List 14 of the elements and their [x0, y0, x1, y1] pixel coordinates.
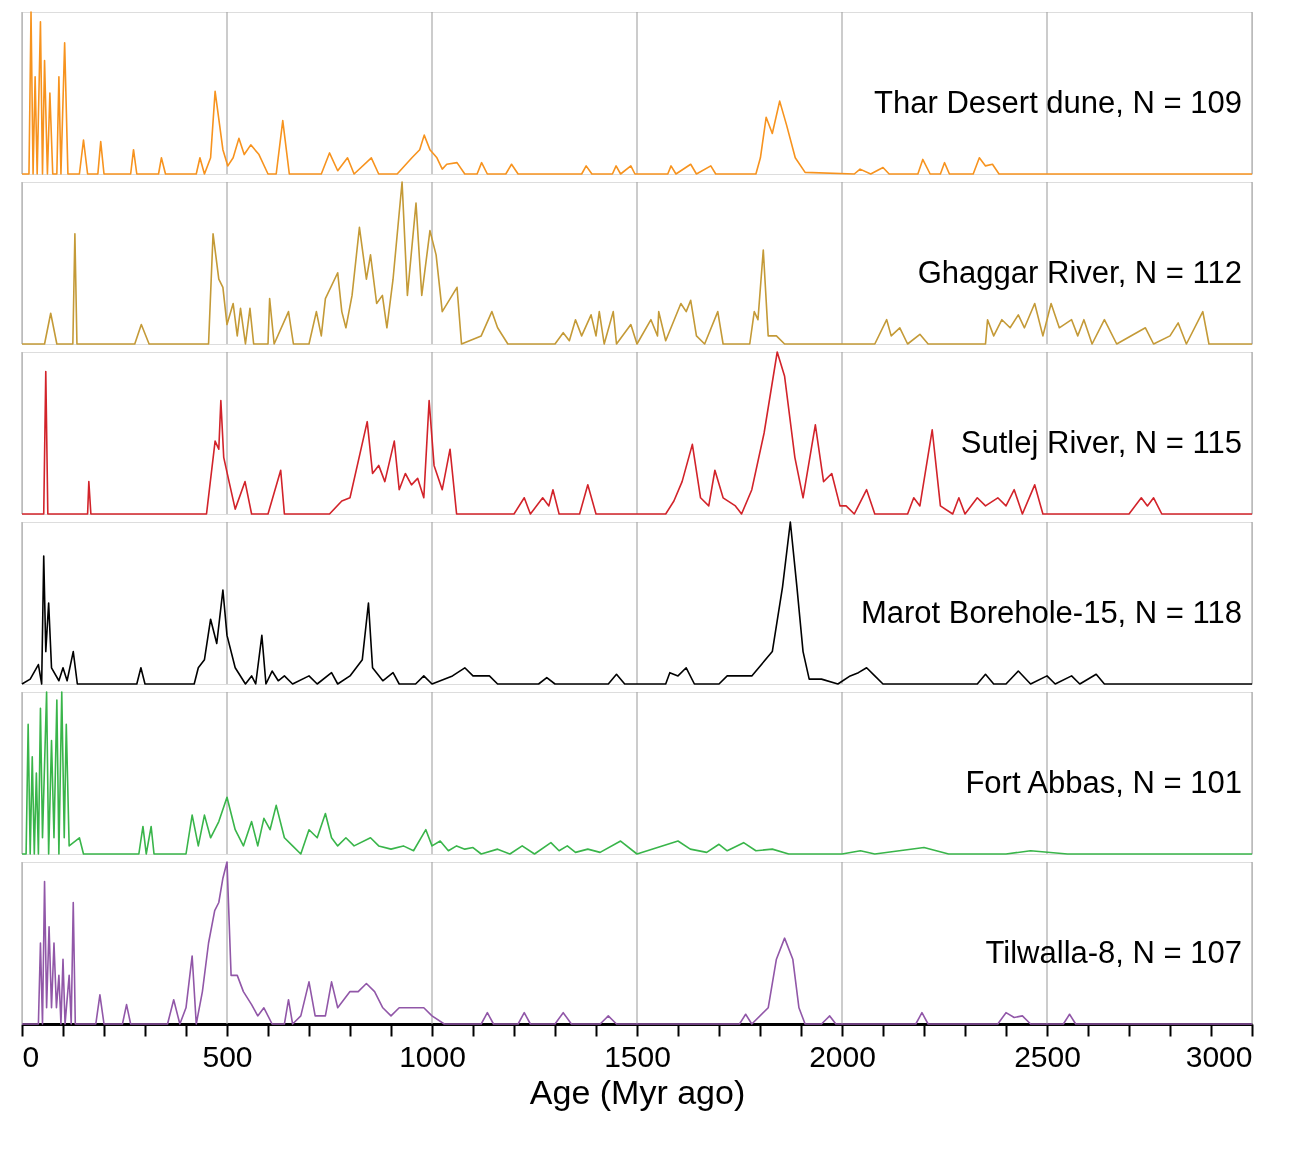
x-tick-label: 1500	[604, 1039, 671, 1073]
x-axis-title: Age (Myr ago)	[529, 1072, 746, 1111]
x-tick-label: 500	[202, 1039, 253, 1073]
series-label: Sutlej River, N = 115	[960, 425, 1242, 460]
series-label: Tilwalla-8, N = 107	[985, 935, 1242, 970]
series-label: Thar Desert dune, N = 109	[874, 85, 1242, 120]
x-tick-label: 2000	[809, 1039, 876, 1073]
series-label: Fort Abbas, N = 101	[965, 765, 1242, 800]
series-label: Ghaggar River, N = 112	[917, 255, 1242, 290]
x-tick-label: 0	[22, 1039, 40, 1073]
x-tick-label: 1000	[399, 1039, 466, 1073]
series-label: Marot Borehole-15, N = 118	[860, 595, 1242, 630]
x-tick-label: 2500	[1014, 1039, 1081, 1073]
x-tick-label: 3000	[1185, 1039, 1253, 1073]
